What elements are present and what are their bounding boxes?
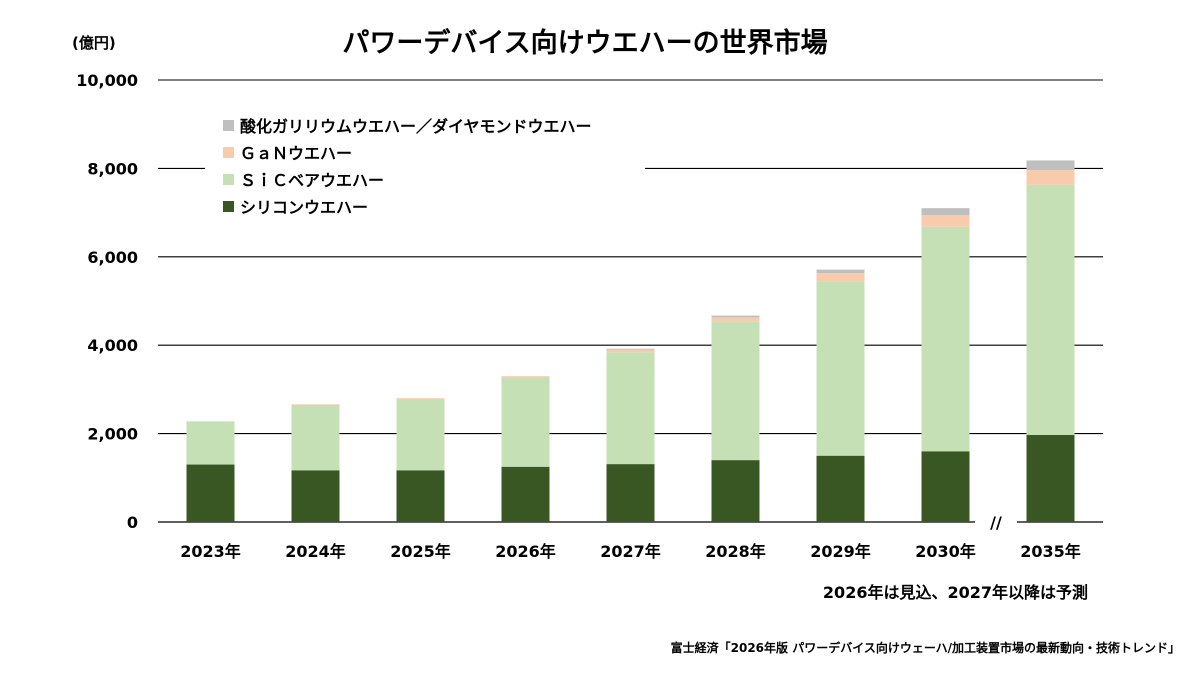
legend-label: ＳｉＣベアウエハー — [240, 171, 384, 190]
bar-segment — [711, 315, 760, 318]
x-tick-label: 2024年 — [285, 542, 346, 561]
bar-segment — [186, 421, 235, 465]
bar-segment — [816, 273, 865, 282]
bar-segment — [816, 269, 865, 274]
bar-segment — [711, 317, 760, 322]
legend-swatch — [223, 120, 234, 131]
bar-segment — [396, 399, 445, 471]
bar-segment — [501, 377, 550, 467]
x-tick-label: 2029年 — [810, 542, 871, 561]
bar-segment — [186, 464, 235, 522]
bar-segment — [816, 281, 865, 456]
y-tick-label: 4,000 — [87, 336, 138, 355]
x-tick-label: 2035年 — [1020, 542, 1081, 561]
legend: 酸化ガリリウムウエハー／ダイヤモンドウエハー ＧａＮウエハー ＳｉＣベアウエハーシリ… — [205, 108, 645, 224]
bar-segment — [291, 404, 340, 405]
bar-segment — [1026, 434, 1075, 522]
y-tick-label: 6,000 — [87, 248, 138, 267]
forecast-note: 2026年は見込、2027年以降は予測 — [823, 583, 1088, 602]
bar-segment — [711, 460, 760, 522]
y-tick-label: 0 — [127, 513, 138, 532]
bar-segment — [501, 376, 550, 378]
y-tick-label: 10,000 — [76, 71, 138, 90]
bar-segment — [396, 398, 445, 400]
source-credit: 富士経済「2026年版 パワーデバイス向けウェーハ/加工装置市場の最新動向・技術… — [671, 640, 1180, 655]
x-axis-category-labels: 2023年 2024年 2025年 2026年 2027年 2028年 2029年 2030年… — [180, 542, 1081, 561]
x-tick-label: 2025年 — [390, 542, 451, 561]
bar-segment — [1026, 184, 1075, 435]
bar-segment — [816, 455, 865, 522]
bar-segment — [606, 348, 655, 350]
y-axis-tick-labels: 0 2,000 4,000 6,000 8,000 10,000 — [76, 71, 138, 532]
stacked-bars — [186, 160, 1075, 522]
legend-label: ＧａＮウエハー — [240, 144, 352, 163]
chart-title: パワーデバイス向けウエハーの世界市場 — [342, 27, 827, 59]
bar-segment — [921, 451, 970, 522]
bar-segment — [921, 226, 970, 452]
y-tick-label: 8,000 — [87, 159, 138, 178]
axis-break-mark: // — [990, 513, 1002, 532]
bar-segment — [921, 208, 970, 216]
bar-segment — [606, 349, 655, 353]
y-tick-label: 2,000 — [87, 425, 138, 444]
x-tick-label: 2027年 — [600, 542, 661, 561]
bar-segment — [396, 470, 445, 522]
legend-background — [205, 108, 645, 224]
x-tick-label: 2026年 — [495, 542, 556, 561]
legend-swatch — [223, 147, 234, 158]
x-tick-label: 2028年 — [705, 542, 766, 561]
legend-label: シリコンウエハー — [240, 198, 368, 217]
legend-label: 酸化ガリリウムウエハー／ダイヤモンドウエハー — [240, 117, 592, 136]
bar-segment — [501, 466, 550, 522]
legend-swatch — [223, 201, 234, 212]
x-tick-label: 2030年 — [915, 542, 976, 561]
y-axis-unit-label: (億円) — [72, 34, 116, 52]
bar-segment — [606, 464, 655, 522]
bar-segment — [1026, 160, 1075, 171]
bar-segment — [606, 352, 655, 465]
bar-segment — [291, 470, 340, 522]
bar-segment — [291, 404, 340, 471]
legend-swatch — [223, 174, 234, 185]
x-tick-label: 2023年 — [180, 542, 241, 561]
bar-segment — [1026, 170, 1075, 185]
bar-segment — [921, 215, 970, 227]
bar-segment — [711, 321, 760, 461]
